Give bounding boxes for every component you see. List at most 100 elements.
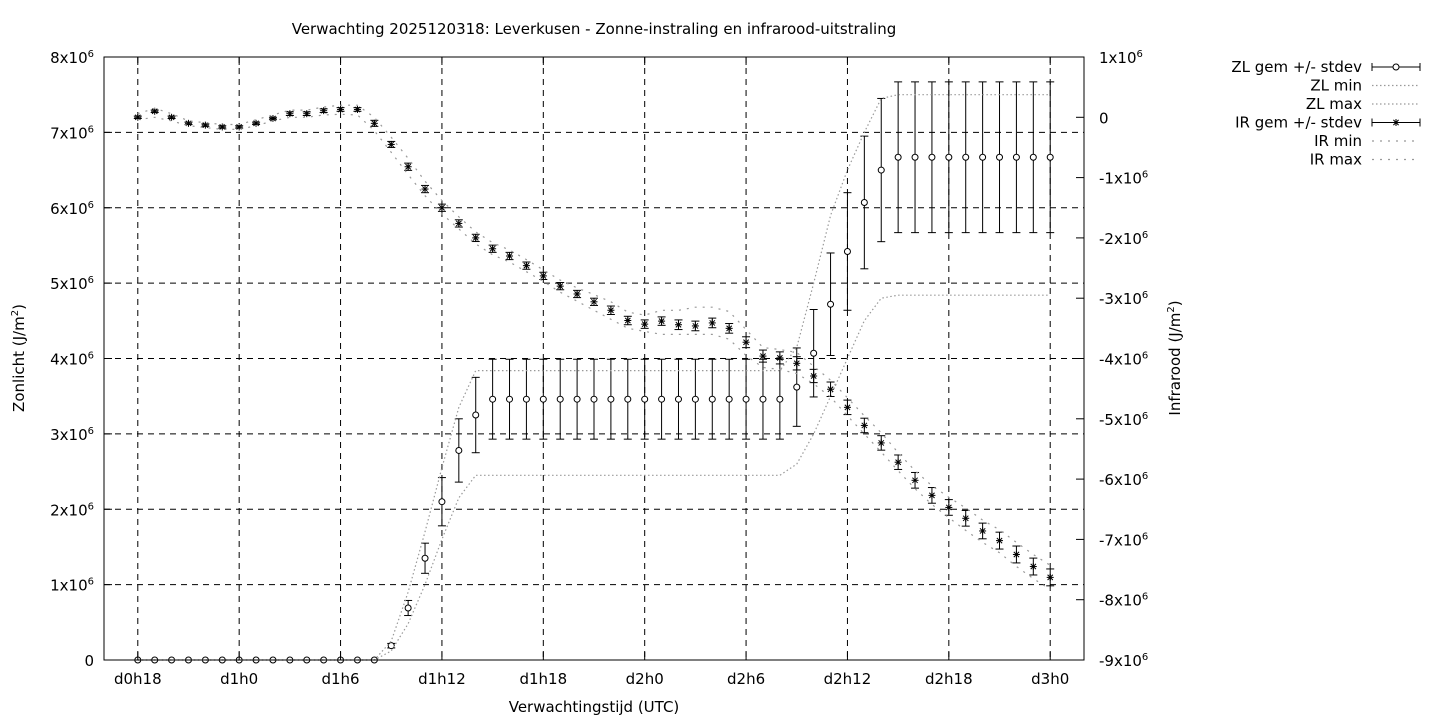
ir-mean-point	[320, 107, 328, 115]
ir-mean-point	[945, 503, 953, 511]
ir-mean-point	[286, 110, 294, 118]
ir-mean-point	[911, 476, 919, 484]
x-tick-label: d2h0	[626, 670, 664, 688]
zl-mean-point	[759, 395, 767, 403]
zl-mean-point	[877, 166, 885, 174]
zl-mean-point	[556, 395, 564, 403]
zl-mean-point	[843, 247, 851, 255]
chart-title: Verwachting 2025120318: Leverkusen - Zon…	[292, 20, 897, 38]
ir-mean-point	[337, 105, 345, 113]
ir-mean-point	[674, 321, 682, 329]
ir-mean-point	[708, 319, 716, 327]
ir-mean-point	[607, 306, 615, 314]
ir-mean-point	[522, 262, 530, 270]
y-left-tick-label: 0	[84, 652, 94, 670]
ir-mean-point	[759, 352, 767, 360]
ir-mean-point	[658, 317, 666, 325]
zl-mean-point	[776, 395, 784, 403]
legend-label: ZL min	[1310, 77, 1362, 95]
zl-mean-point	[674, 395, 682, 403]
y-left-tick-label: 5x106	[50, 275, 94, 293]
zl-mean-point	[404, 604, 412, 612]
legend-label: ZL max	[1306, 95, 1362, 113]
ir-mean-point	[370, 119, 378, 127]
y-right-tick-label: -7x106	[1099, 531, 1148, 549]
y-left-tick-label: 7x106	[50, 124, 94, 142]
zl-mean-point	[1029, 153, 1037, 161]
zl-mean-point	[1012, 153, 1020, 161]
ir-mean-point	[1046, 573, 1054, 581]
ir-mean-point	[624, 317, 632, 325]
ir-mean-point	[860, 421, 868, 429]
zl-mean-point	[573, 395, 581, 403]
ir-mean-point	[573, 290, 581, 298]
zl-mean-point	[962, 153, 970, 161]
zl-mean-point	[506, 395, 514, 403]
zl-mean-point	[624, 395, 632, 403]
zl-mean-point	[691, 395, 699, 403]
zl-mean-point	[658, 395, 666, 403]
zl-mean-point	[1046, 153, 1054, 161]
y-right-tick-label: -5x106	[1099, 411, 1148, 429]
y-right-tick-label: -4x106	[1099, 351, 1148, 369]
y-left-tick-label: 1x106	[50, 577, 94, 595]
zl-mean-point	[945, 153, 953, 161]
x-tick-label: d2h6	[727, 670, 765, 688]
ir-mean-point	[201, 121, 209, 129]
y-left-tick-label: 4x106	[50, 351, 94, 369]
y-right-tick-label: 0	[1099, 109, 1109, 127]
legend-label: IR gem +/- stdev	[1235, 114, 1362, 132]
x-tick-label: d1h18	[519, 670, 567, 688]
y-axis-left-label: Zonlicht (J/m2)	[10, 304, 28, 412]
legend-marker	[1392, 63, 1400, 71]
ir-mean-point	[151, 107, 159, 115]
ir-mean-point	[691, 322, 699, 330]
y-left-tick-label: 2x106	[50, 501, 94, 519]
zl-mean-point	[387, 642, 395, 650]
ir-mean-point	[387, 140, 395, 148]
zl-mean-point	[641, 395, 649, 403]
x-tick-label: d2h12	[824, 670, 872, 688]
x-tick-label: d1h0	[220, 670, 258, 688]
x-axis-label: Verwachtingstijd (UTC)	[509, 698, 680, 716]
zl-mean-point	[472, 411, 480, 419]
ir-mean-point	[472, 234, 480, 242]
zl-mean-point	[708, 395, 716, 403]
zl-mean-point	[911, 153, 919, 161]
ir-mean-point	[506, 252, 514, 260]
x-tick-label: d1h12	[418, 670, 466, 688]
ir-mean-point	[996, 537, 1004, 545]
zl-mean-point	[725, 395, 733, 403]
ir-mean-point	[590, 298, 598, 306]
ir-mean-point	[742, 338, 750, 346]
y-right-tick-label: -3x106	[1099, 290, 1148, 308]
legend-label: ZL gem +/- stdev	[1231, 58, 1362, 76]
ir-mean-point	[810, 372, 818, 380]
legend-label: IR min	[1314, 132, 1362, 150]
zl-mean-point	[438, 498, 446, 506]
y-right-tick-label: -9x106	[1099, 652, 1148, 670]
ir-mean-point	[641, 320, 649, 328]
y-right-tick-label: -8x106	[1099, 592, 1148, 610]
ir-mean-point	[1029, 563, 1037, 571]
zl-mean-point	[590, 395, 598, 403]
ir-mean-point	[218, 123, 226, 131]
zl-mean-point	[996, 153, 1004, 161]
y-left-tick-label: 6x106	[50, 200, 94, 218]
zl-mean-point	[539, 395, 547, 403]
ir-mean-point	[421, 185, 429, 193]
zl-mean-point	[421, 554, 429, 562]
ir-mean-point	[556, 282, 564, 290]
zl-mean-point	[860, 198, 868, 206]
zl-mean-point	[827, 300, 835, 308]
ir-mean-point	[979, 527, 987, 535]
zl-mean-point	[455, 446, 463, 454]
legend-marker	[1392, 119, 1400, 126]
ir-mean-point	[438, 204, 446, 212]
ir-mean-point	[303, 110, 311, 118]
x-tick-label: d0h18	[114, 670, 162, 688]
y-right-tick-label: -2x106	[1099, 230, 1148, 248]
legend-label: IR max	[1310, 151, 1362, 169]
zl-mean-point	[742, 395, 750, 403]
